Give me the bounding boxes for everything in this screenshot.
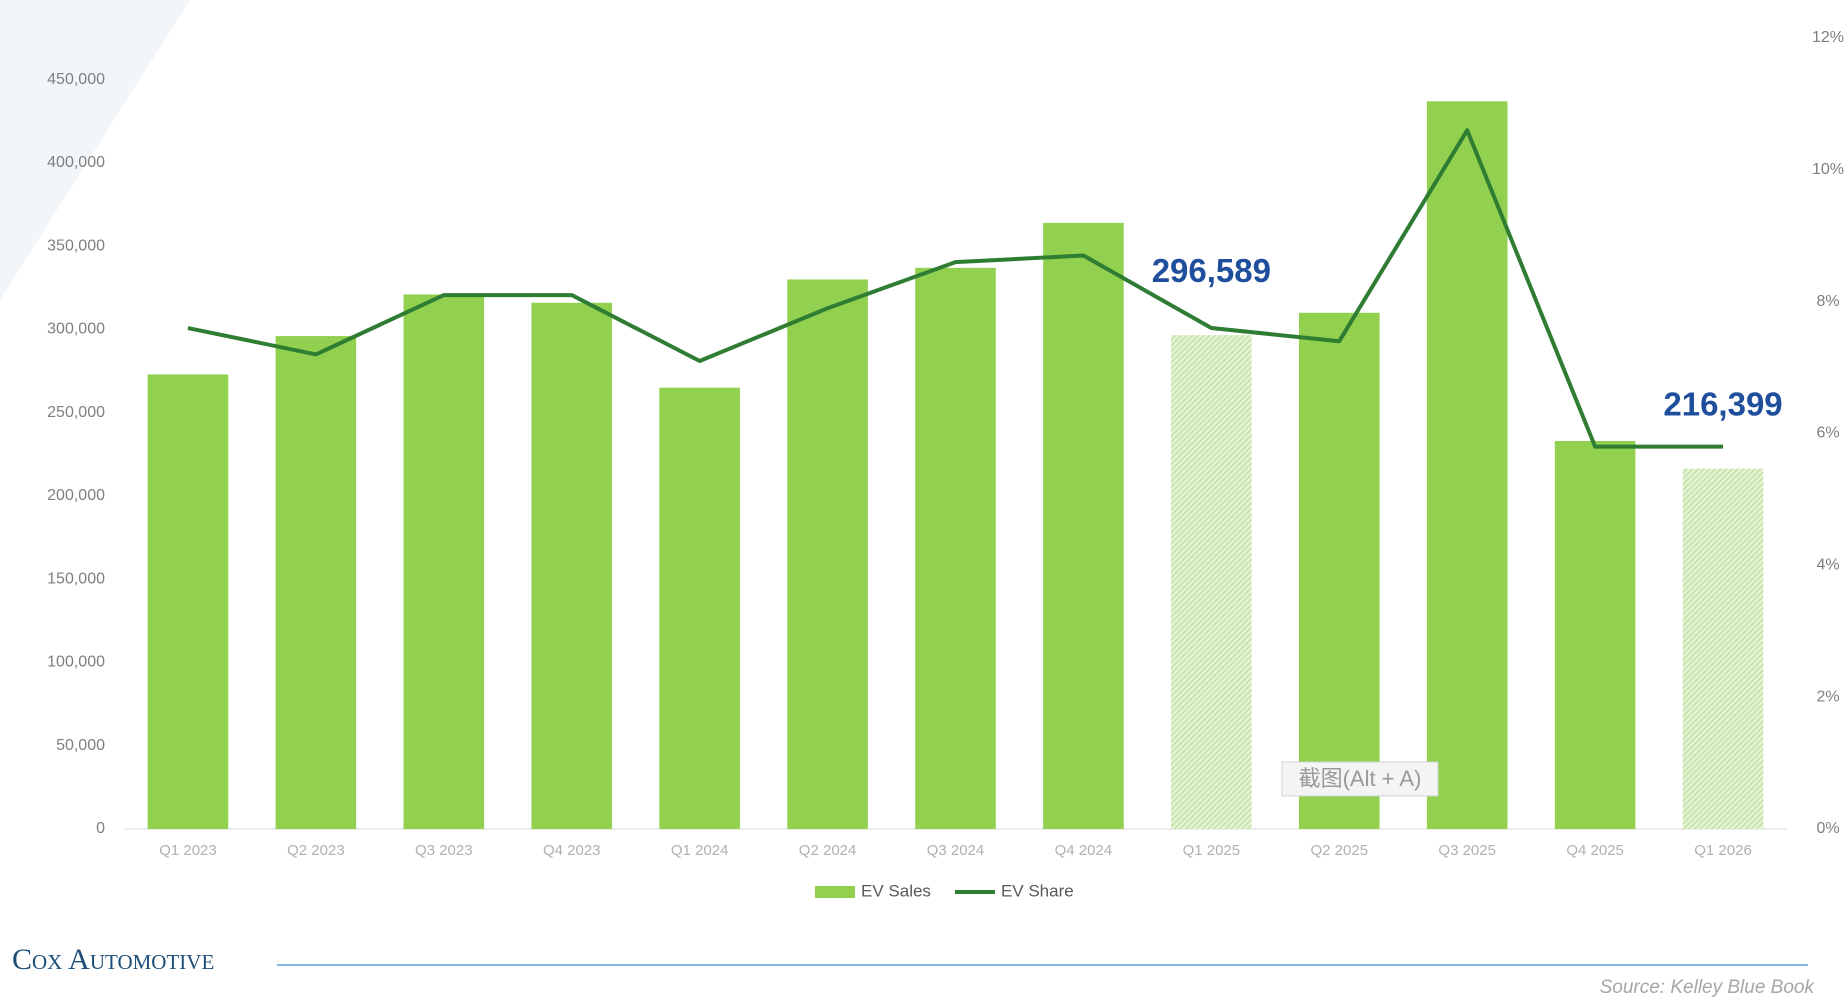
bar xyxy=(659,387,740,829)
y2-tick-label: 4% xyxy=(1816,557,1839,574)
y2-tick-label: 2% xyxy=(1816,688,1839,705)
x-tick-label: Q2 2025 xyxy=(1310,842,1368,859)
bar xyxy=(147,374,229,829)
logo: Cox Automotive xyxy=(12,943,214,976)
y2-tick-label: 6% xyxy=(1816,425,1839,442)
y-tick-label: 100,000 xyxy=(47,654,105,671)
x-tick-label: Q3 2025 xyxy=(1438,842,1496,859)
y-tick-label: 50,000 xyxy=(56,737,105,754)
y-tick-label: 350,000 xyxy=(47,237,105,254)
y-tick-label: 200,000 xyxy=(47,487,105,504)
bar xyxy=(1298,312,1380,829)
y2-tick-label: 8% xyxy=(1816,293,1839,310)
bar xyxy=(403,294,485,829)
plot-area: 0 50,000 100,000 150,000 200,000 250,000 300,0… xyxy=(47,29,1844,900)
y2-tick-label: 12% xyxy=(1812,29,1844,46)
y2-tick-label: 10% xyxy=(1812,161,1844,178)
bar xyxy=(787,279,868,830)
bar xyxy=(1043,222,1124,829)
line xyxy=(187,128,1724,449)
x-tick-label: Q1 2025 xyxy=(1183,842,1241,859)
tooltip-text: 截图(Alt + A) xyxy=(1299,766,1422,791)
legend-swatch xyxy=(815,886,855,898)
x-tick-label: Q4 2025 xyxy=(1566,842,1624,859)
x-tick-label: Q3 2023 xyxy=(415,842,473,859)
y-tick-label: 300,000 xyxy=(47,321,105,338)
x-tick-label: Q2 2023 xyxy=(287,842,345,859)
value-label: 216,399 xyxy=(1663,385,1782,422)
y-tick-label: 150,000 xyxy=(47,570,105,587)
bar xyxy=(531,302,613,829)
legend-label: EV Share xyxy=(1001,881,1074,900)
y-tick-label: 450,000 xyxy=(47,71,105,88)
value-label: 296,589 xyxy=(1152,252,1271,289)
x-tick-label: Q1 2026 xyxy=(1694,842,1752,859)
background-shape xyxy=(0,0,190,300)
y-tick-label: 250,000 xyxy=(47,404,105,421)
x-tick-label: Q2 2024 xyxy=(799,842,857,859)
tooltip-box xyxy=(1281,761,1439,797)
x-tick-label: Q1 2023 xyxy=(159,842,217,859)
bar xyxy=(915,267,996,830)
y2-tick-label: 0% xyxy=(1816,820,1839,837)
bar xyxy=(275,336,357,829)
bar xyxy=(1426,101,1508,829)
bar xyxy=(1171,335,1252,829)
tooltip: 截图(Alt + A) xyxy=(1281,761,1439,797)
x-tick-label: Q1 2024 xyxy=(671,842,729,859)
legend-label: EV Sales xyxy=(861,881,931,900)
x-tick-label: Q4 2023 xyxy=(543,842,601,859)
source: Source: Kelley Blue Book xyxy=(1600,977,1816,998)
bar xyxy=(1554,440,1636,829)
y-tick-label: 400,000 xyxy=(47,154,105,171)
y-tick-label: 0 xyxy=(96,820,105,837)
x-tick-label: Q4 2024 xyxy=(1055,842,1113,859)
bar xyxy=(1682,468,1764,829)
x-tick-label: Q3 2024 xyxy=(927,842,985,859)
